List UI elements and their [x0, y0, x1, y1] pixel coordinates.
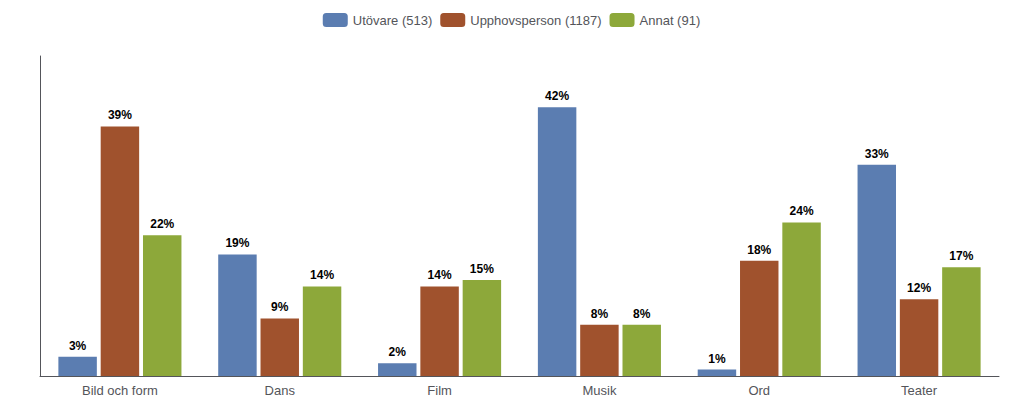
svg-text:18%: 18%: [747, 243, 771, 257]
svg-text:Film: Film: [427, 383, 452, 398]
svg-text:Dans: Dans: [265, 383, 296, 398]
svg-text:1%: 1%: [708, 352, 726, 366]
svg-text:Musik: Musik: [582, 383, 616, 398]
svg-text:8%: 8%: [591, 307, 609, 321]
svg-text:Utövare (513): Utövare (513): [353, 13, 432, 28]
svg-text:12%: 12%: [907, 281, 931, 295]
svg-text:8%: 8%: [633, 307, 651, 321]
svg-text:15%: 15%: [470, 262, 494, 276]
svg-text:2%: 2%: [389, 345, 407, 359]
svg-text:19%: 19%: [225, 236, 249, 250]
svg-text:Bild och form: Bild och form: [82, 383, 158, 398]
svg-text:Upphovsperson (1187): Upphovsperson (1187): [470, 13, 601, 28]
svg-text:24%: 24%: [790, 204, 814, 218]
svg-text:3%: 3%: [69, 339, 87, 353]
svg-text:14%: 14%: [310, 268, 334, 282]
svg-text:22%: 22%: [150, 217, 174, 231]
svg-text:Annat (91): Annat (91): [640, 13, 701, 28]
svg-text:42%: 42%: [545, 89, 569, 103]
svg-text:Teater: Teater: [901, 383, 938, 398]
svg-text:9%: 9%: [271, 300, 289, 314]
svg-text:Ord: Ord: [748, 383, 770, 398]
svg-text:14%: 14%: [428, 268, 452, 282]
svg-text:17%: 17%: [949, 249, 973, 263]
svg-text:39%: 39%: [108, 108, 132, 122]
svg-text:33%: 33%: [865, 147, 889, 161]
